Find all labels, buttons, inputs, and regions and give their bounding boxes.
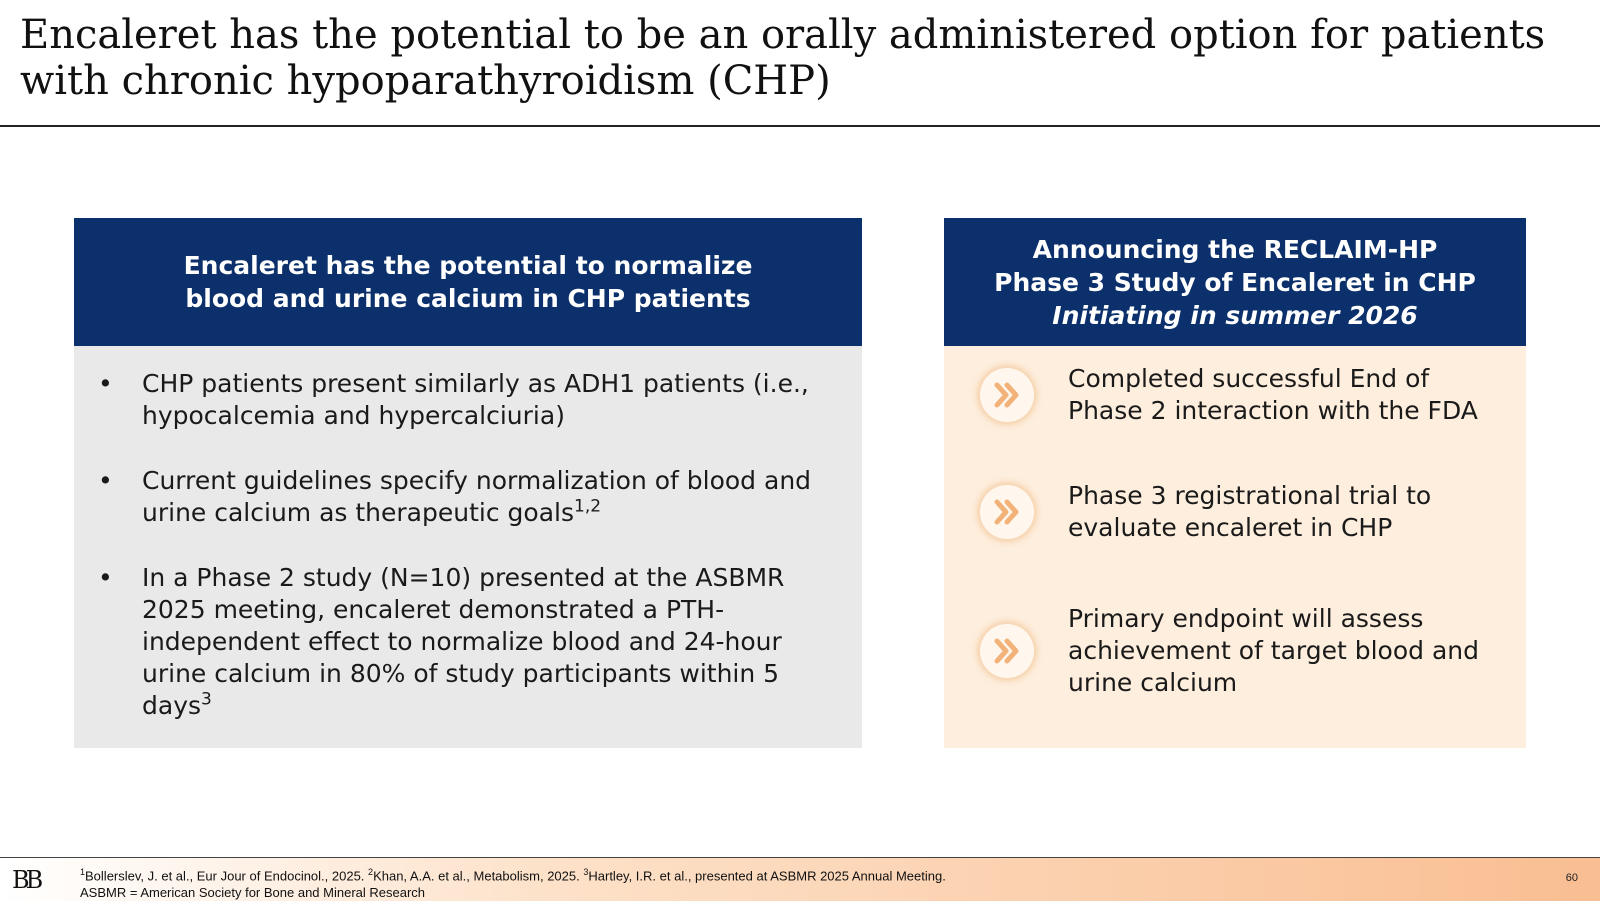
left-header-line-2: blood and urine calcium in CHP patients <box>185 284 751 313</box>
reference-1: Bollerslev, J. et al., Eur Jour of Endoc… <box>85 868 369 884</box>
bullet-item: • In a Phase 2 study (N=10) presented at… <box>98 562 842 722</box>
company-logo: BB <box>12 866 43 894</box>
ref-marker: 1 <box>80 867 86 877</box>
bullet-marker: • <box>98 466 113 495</box>
right-header-line-2: Phase 3 Study of Encaleret in CHP <box>994 267 1476 297</box>
step-text: Phase 3 registrational trial to evaluate… <box>1068 481 1432 542</box>
right-panel: Announcing the RECLAIM-HP Phase 3 Study … <box>944 218 1526 748</box>
left-header-line-1: Encaleret has the potential to normalize <box>183 251 753 280</box>
right-header-line-3: Initiating in summer 2026 <box>1052 300 1418 330</box>
bullet-marker: • <box>98 563 113 592</box>
double-chevron-right-icon <box>980 485 1034 539</box>
citation-superscript: 3 <box>201 689 212 710</box>
step-item: Completed successful End of Phase 2 inte… <box>980 363 1506 427</box>
step-text: Completed successful End of Phase 2 inte… <box>1068 364 1478 425</box>
bullet-text: Current guidelines specify normalization… <box>142 466 812 527</box>
right-header-line-1: Announcing the RECLAIM-HP <box>1032 234 1438 264</box>
step-item: Primary endpoint will assess achievement… <box>980 603 1506 699</box>
bullet-list: • CHP patients present similarly as ADH1… <box>74 346 862 722</box>
reference-2: Khan, A.A. et al., Metabolism, 2025. <box>373 868 584 884</box>
references-line: 1Bollerslev, J. et al., Eur Jour of Endo… <box>80 864 946 884</box>
bullet-text: CHP patients present similarly as ADH1 p… <box>142 369 809 430</box>
reference-3: Hartley, I.R. et al., presented at ASBMR… <box>588 868 946 884</box>
step-item: Phase 3 registrational trial to evaluate… <box>980 480 1506 544</box>
title-line-2: with chronic hypoparathyroidism (CHP) <box>20 58 831 104</box>
double-chevron-right-icon <box>980 368 1034 422</box>
title-divider <box>0 125 1600 127</box>
bullet-marker: • <box>98 369 113 398</box>
double-chevron-right-icon <box>980 624 1034 678</box>
right-panel-header: Announcing the RECLAIM-HP Phase 3 Study … <box>944 218 1526 346</box>
bullet-item: • CHP patients present similarly as ADH1… <box>98 368 842 432</box>
abbreviation-note: ASBMR = American Society for Bone and Mi… <box>80 885 426 901</box>
step-text: Primary endpoint will assess achievement… <box>1068 604 1479 697</box>
citation-superscript: 1,2 <box>574 496 602 517</box>
slide-title: Encaleret has the potential to be an ora… <box>20 12 1580 104</box>
footer-bar: BB 1Bollerslev, J. et al., Eur Jour of E… <box>0 857 1600 901</box>
left-panel: Encaleret has the potential to normalize… <box>74 218 862 748</box>
bullet-item: • Current guidelines specify normalizati… <box>98 465 842 529</box>
left-panel-header: Encaleret has the potential to normalize… <box>74 218 862 346</box>
ref-marker: 3 <box>583 867 589 877</box>
footnotes: 1Bollerslev, J. et al., Eur Jour of Endo… <box>80 864 946 901</box>
title-line-1: Encaleret has the potential to be an ora… <box>20 12 1546 58</box>
page-number: 60 <box>1565 872 1578 884</box>
bullet-text: In a Phase 2 study (N=10) presented at t… <box>142 563 785 720</box>
ref-marker: 2 <box>368 867 374 877</box>
